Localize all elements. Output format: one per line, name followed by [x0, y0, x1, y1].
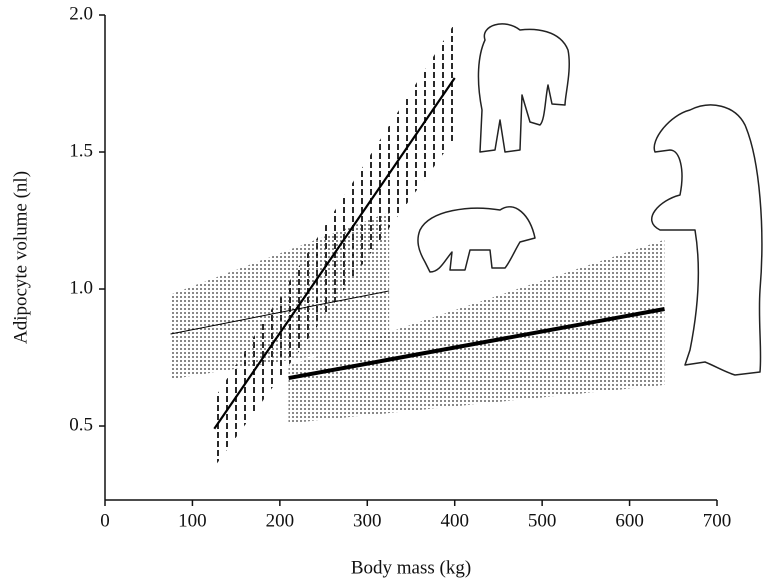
y-tick-label: 0.5: [69, 414, 93, 435]
x-tick-label: 0: [100, 510, 110, 531]
bear-juvenile: [417, 206, 536, 273]
x-tick-label: 700: [703, 510, 732, 531]
regression-line: [288, 307, 665, 381]
x-tick-label: 400: [440, 510, 469, 531]
y-tick-label: 1.5: [69, 140, 93, 161]
regression-line: [213, 77, 456, 430]
bear-adult-standing: [651, 104, 763, 376]
x-axis-label: Body mass (kg): [351, 557, 471, 578]
regression-line: [170, 290, 390, 335]
x-tick-label: 500: [528, 510, 557, 531]
y-axis-label: Adipocyte volume (nl): [10, 171, 31, 344]
x-tick-label: 100: [178, 510, 207, 531]
bear-illustrations: [417, 23, 763, 376]
y-tick-label: 1.0: [69, 277, 93, 298]
bear-mother-cub: [477, 23, 570, 153]
confidence-band: [288, 239, 665, 424]
y-tick-label: 2.0: [69, 3, 93, 24]
x-tick-label: 600: [615, 510, 644, 531]
x-tick-label: 300: [353, 510, 382, 531]
x-tick-label: 200: [266, 510, 295, 531]
